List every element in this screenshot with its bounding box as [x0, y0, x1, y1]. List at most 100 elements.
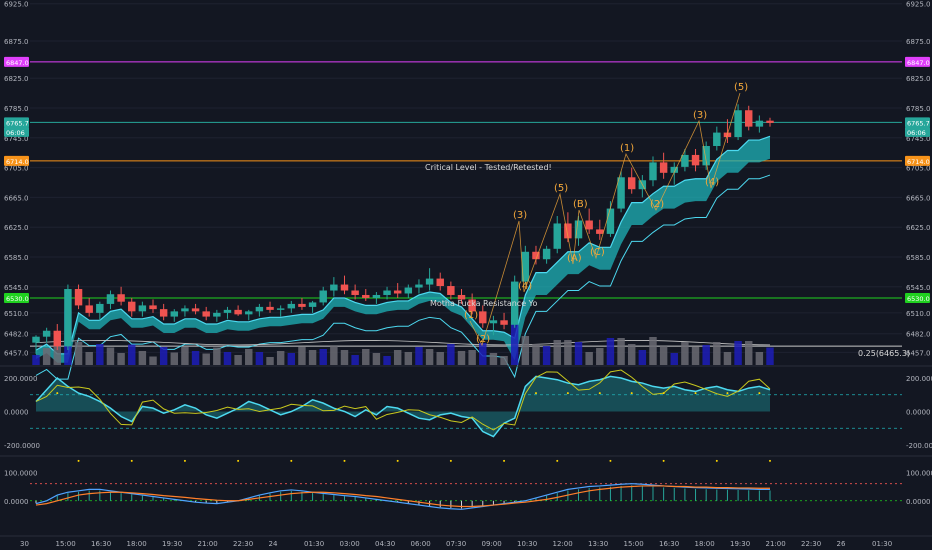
volume-bar — [564, 340, 572, 365]
x-axis-label: 04:30 — [375, 540, 395, 548]
candle-body — [596, 229, 604, 234]
macd-dot — [609, 459, 612, 462]
osc-dot — [630, 392, 633, 395]
candle-body — [574, 220, 583, 239]
volume-bar — [649, 337, 657, 365]
price-badge-right — [905, 117, 930, 128]
candle-body — [627, 177, 636, 190]
candle-body — [447, 286, 455, 295]
price-tick-left: 6925.0 — [4, 1, 29, 9]
candle-body — [713, 132, 721, 146]
volume-bar — [287, 353, 296, 365]
candle-body — [510, 281, 519, 325]
price-tick-left: 6825.0 — [4, 75, 29, 83]
price-tick-left: 6482.0 — [4, 331, 29, 339]
price-badge-left — [4, 117, 29, 128]
candle-body — [298, 303, 306, 307]
elliott-wave-label: (3) — [513, 210, 527, 221]
macd-dot — [396, 459, 399, 462]
oscillator-panel[interactable] — [30, 369, 902, 438]
candle-body — [606, 208, 615, 234]
volume-bar — [170, 352, 179, 365]
volume-bar — [734, 341, 742, 365]
volume-bar — [330, 346, 338, 365]
macd-dot — [183, 459, 186, 462]
macd-slow-line — [35, 485, 770, 508]
macd-panel[interactable] — [30, 459, 902, 510]
price-tick-left: 6510.0 — [4, 310, 29, 318]
volume-bar — [745, 341, 753, 365]
candle-body — [659, 162, 668, 173]
macd-dot — [343, 459, 346, 462]
osc-area — [36, 376, 770, 437]
candle-body — [553, 223, 561, 249]
resistance-annotation: Motha Fucka Resistance Yo — [430, 299, 537, 308]
price-badge-right-label: 6714.0 — [907, 158, 930, 166]
price-tick-left: 6665.0 — [4, 194, 29, 202]
macd-dot — [130, 459, 133, 462]
volume-bar — [436, 352, 444, 365]
macd-dot — [77, 459, 80, 462]
osc-tick-right: -200.0000 — [906, 442, 932, 450]
volume-bar — [755, 352, 764, 365]
price-panel[interactable]: (1)(2)(3)(4)(5)(A)(B)(C)(1)(2)(3)(4)(5) — [30, 61, 902, 380]
candle-body — [393, 290, 402, 294]
volume-bar — [489, 353, 498, 365]
x-axis-label: 21:00 — [766, 540, 786, 548]
candle-body — [106, 294, 115, 304]
volume-bar — [213, 347, 221, 365]
candle-body — [521, 251, 530, 282]
volume-bar — [457, 351, 466, 365]
candle-body — [457, 294, 466, 300]
volume-bar — [308, 350, 317, 365]
volume-bar — [255, 352, 264, 365]
volume-bar — [128, 344, 136, 365]
price-badge-left-label: 6530.0 — [6, 295, 29, 303]
volume-bar — [234, 355, 242, 365]
candle-body — [276, 308, 285, 310]
candle-body — [202, 311, 210, 317]
price-tick-right: 6875.0 — [906, 38, 931, 46]
x-axis-label: 15:00 — [624, 540, 644, 548]
volume-bar — [691, 347, 700, 365]
candle-body — [745, 110, 753, 127]
volume-bar — [362, 349, 370, 365]
price-badge-right — [905, 292, 930, 303]
x-axis-label: 01:30 — [304, 540, 324, 548]
price-badge-right-label: 6530.0 — [907, 295, 930, 303]
volume-bar — [245, 349, 253, 365]
candle-body — [330, 284, 338, 291]
volume-bar — [383, 356, 391, 365]
elliott-wave-label: (B) — [573, 199, 588, 210]
x-axis-label: 18:00 — [127, 540, 147, 548]
x-axis-label: 21:00 — [198, 540, 218, 548]
macd-dot — [290, 459, 293, 462]
macd-dot — [237, 459, 240, 462]
candle-body — [564, 223, 572, 239]
volume-bar — [117, 353, 125, 365]
candle-body — [181, 308, 189, 312]
macd-tick-left: 100.0000 — [4, 469, 37, 477]
osc-tick-right: 200.0000 — [906, 375, 932, 383]
osc-tick-left: 0.0000 — [4, 409, 29, 417]
osc-dot — [598, 392, 601, 395]
volume-bar — [521, 336, 530, 365]
x-axis-label: 18:00 — [695, 540, 715, 548]
osc-dot — [566, 392, 569, 395]
price-badge-left — [4, 155, 29, 166]
elliott-wave-label: (2) — [476, 334, 490, 345]
x-axis-label: 10:30 — [517, 540, 537, 548]
candle-body — [340, 284, 349, 291]
price-tick-right: 6457.0 — [906, 349, 931, 357]
volume-bar — [447, 344, 455, 365]
candle-body — [479, 311, 487, 324]
x-axis-label: 30 — [20, 540, 29, 548]
volume-bar — [574, 342, 583, 365]
candle-body — [542, 248, 551, 260]
candle-body — [53, 330, 61, 347]
x-axis-label: 16:30 — [659, 540, 679, 548]
candle-body — [213, 312, 221, 317]
macd-dot — [449, 459, 452, 462]
